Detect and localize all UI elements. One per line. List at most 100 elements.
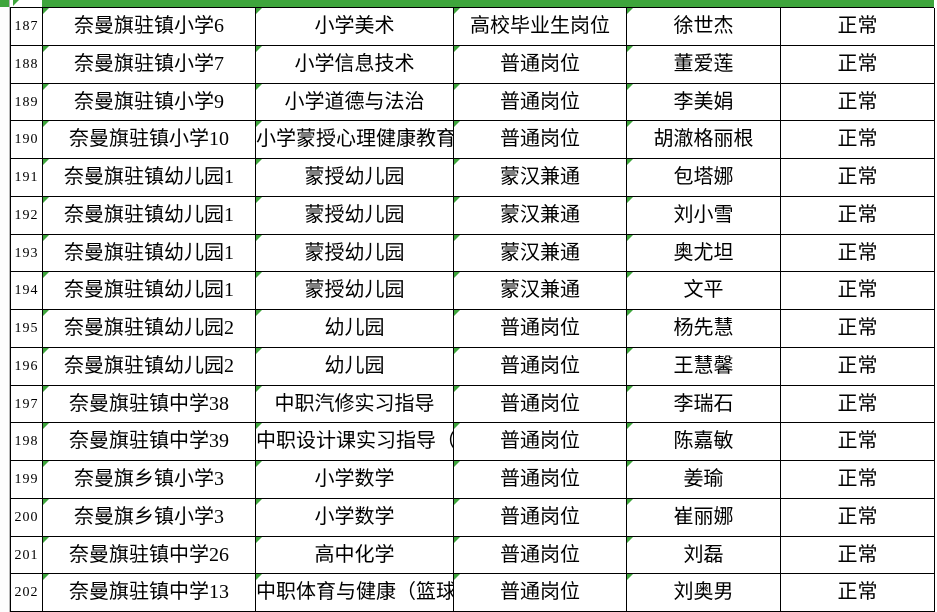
cell-subject[interactable]: 幼儿园 (256, 310, 454, 348)
cell-teacher-name[interactable]: 刘奥男 (627, 574, 781, 612)
cell-subject[interactable]: 幼儿园 (256, 347, 454, 386)
cell-school-name[interactable]: 奈曼旗驻镇小学7 (43, 45, 256, 84)
cell-subject[interactable]: 蒙授幼儿园 (256, 196, 454, 235)
cell-school-name[interactable]: 奈曼旗驻镇幼儿园1 (43, 159, 256, 197)
cell-row-number[interactable]: 190 (11, 121, 43, 159)
cell-status[interactable]: 正常 (781, 121, 935, 159)
cell-subject[interactable]: 中职设计课实习指导（产品设计） (256, 423, 454, 461)
cell-row-number[interactable]: 199 (11, 461, 43, 499)
cell-teacher-name[interactable]: 徐世杰 (627, 8, 781, 46)
cell-row-number[interactable]: 202 (11, 574, 43, 612)
cell-teacher-name[interactable]: 董爱莲 (627, 45, 781, 84)
cell-row-number[interactable]: 194 (11, 272, 43, 310)
error-indicator-icon (256, 347, 262, 354)
cell-subject[interactable]: 蒙授幼儿园 (256, 159, 454, 197)
cell-teacher-name[interactable]: 陈嘉敏 (627, 423, 781, 461)
cell-status[interactable]: 正常 (781, 159, 935, 197)
cell-row-number[interactable]: 197 (11, 385, 43, 424)
cell-school-name[interactable]: 奈曼旗驻镇幼儿园1 (43, 272, 256, 310)
cell-teacher-name[interactable]: 崔丽娜 (627, 498, 781, 537)
cell-status[interactable]: 正常 (781, 272, 935, 310)
cell-school-name[interactable]: 奈曼旗驻镇中学13 (43, 574, 256, 612)
cell-teacher-name[interactable]: 奥尤坦 (627, 234, 781, 273)
cell-school-name[interactable]: 奈曼旗驻镇中学26 (43, 536, 256, 575)
cell-status[interactable]: 正常 (781, 234, 935, 273)
cell-position-type[interactable]: 蒙汉兼通 (454, 159, 627, 197)
cell-row-number[interactable]: 200 (11, 498, 43, 537)
cell-row-number[interactable]: 189 (11, 83, 43, 122)
cell-teacher-name[interactable]: 姜瑜 (627, 461, 781, 499)
cell-position-type[interactable]: 普通岗位 (454, 574, 627, 612)
cell-teacher-name[interactable]: 胡澈格丽根 (627, 121, 781, 159)
cell-teacher-name[interactable]: 杨先慧 (627, 310, 781, 348)
cell-status[interactable]: 正常 (781, 83, 935, 122)
cell-row-number[interactable]: 195 (11, 310, 43, 348)
cell-school-name[interactable]: 奈曼旗驻镇幼儿园1 (43, 196, 256, 235)
cell-teacher-name[interactable]: 王慧馨 (627, 347, 781, 386)
cell-school-name[interactable]: 奈曼旗驻镇幼儿园1 (43, 234, 256, 273)
cell-school-name[interactable]: 奈曼旗驻镇小学9 (43, 83, 256, 122)
cell-subject[interactable]: 小学数学 (256, 498, 454, 537)
cell-row-number[interactable]: 201 (11, 536, 43, 575)
cell-position-type[interactable]: 蒙汉兼通 (454, 272, 627, 310)
cell-teacher-name[interactable]: 文平 (627, 272, 781, 310)
cell-teacher-name[interactable]: 刘磊 (627, 536, 781, 575)
cell-text: 正常 (837, 430, 878, 453)
cell-status[interactable]: 正常 (781, 8, 935, 46)
cell-subject[interactable]: 高中化学 (256, 536, 454, 575)
cell-school-name[interactable]: 奈曼旗驻镇幼儿园2 (43, 310, 256, 348)
cell-position-type[interactable]: 普通岗位 (454, 121, 627, 159)
cell-school-name[interactable]: 奈曼旗乡镇小学3 (43, 498, 256, 537)
cell-status[interactable]: 正常 (781, 347, 935, 386)
cell-position-type[interactable]: 普通岗位 (454, 461, 627, 499)
cell-school-name[interactable]: 奈曼旗驻镇中学39 (43, 423, 256, 461)
cell-subject[interactable]: 小学美术 (256, 8, 454, 46)
cell-position-type[interactable]: 蒙汉兼通 (454, 196, 627, 235)
cell-position-type[interactable]: 蒙汉兼通 (454, 234, 627, 273)
cell-status[interactable]: 正常 (781, 461, 935, 499)
cell-school-name[interactable]: 奈曼旗驻镇中学38 (43, 385, 256, 424)
cell-subject[interactable]: 蒙授幼儿园 (256, 272, 454, 310)
cell-school-name[interactable]: 奈曼旗乡镇小学3 (43, 461, 256, 499)
cell-status[interactable]: 正常 (781, 45, 935, 84)
cell-row-number[interactable]: 192 (11, 196, 43, 235)
cell-subject[interactable]: 小学数学 (256, 461, 454, 499)
cell-subject[interactable]: 小学蒙授心理健康教育 (256, 121, 454, 159)
cell-subject[interactable]: 小学信息技术 (256, 45, 454, 84)
cell-status[interactable]: 正常 (781, 196, 935, 235)
cell-status[interactable]: 正常 (781, 536, 935, 575)
error-indicator-icon (627, 347, 633, 354)
cell-school-name[interactable]: 奈曼旗驻镇小学10 (43, 121, 256, 159)
cell-row-number[interactable]: 198 (11, 423, 43, 461)
cell-teacher-name[interactable]: 刘小雪 (627, 196, 781, 235)
cell-position-type[interactable]: 普通岗位 (454, 536, 627, 575)
cell-status[interactable]: 正常 (781, 310, 935, 348)
cell-position-type[interactable]: 高校毕业生岗位 (454, 8, 627, 46)
cell-row-number[interactable]: 196 (11, 347, 43, 386)
cell-row-number[interactable]: 193 (11, 234, 43, 273)
cell-teacher-name[interactable]: 包塔娜 (627, 159, 781, 197)
cell-position-type[interactable]: 普通岗位 (454, 385, 627, 424)
cell-school-name[interactable]: 奈曼旗驻镇小学6 (43, 8, 256, 46)
cell-row-number[interactable]: 191 (11, 159, 43, 197)
cell-status[interactable]: 正常 (781, 423, 935, 461)
cell-subject[interactable]: 中职汽修实习指导 (256, 385, 454, 424)
cell-teacher-name[interactable]: 李美娟 (627, 83, 781, 122)
cell-position-type[interactable]: 普通岗位 (454, 347, 627, 386)
cell-position-type[interactable]: 普通岗位 (454, 83, 627, 122)
cell-subject[interactable]: 小学道德与法治 (256, 83, 454, 122)
cell-subject[interactable]: 中职体育与健康（篮球方向） (256, 574, 454, 612)
cell-row-number[interactable]: 187 (11, 8, 43, 46)
cell-teacher-name[interactable]: 李瑞石 (627, 385, 781, 424)
cell-position-type[interactable]: 普通岗位 (454, 310, 627, 348)
cell-status[interactable]: 正常 (781, 498, 935, 537)
cell-position-type[interactable]: 普通岗位 (454, 45, 627, 84)
cell-position-type[interactable]: 普通岗位 (454, 498, 627, 537)
cell-status[interactable]: 正常 (781, 385, 935, 424)
cell-text: 198 (14, 434, 39, 450)
cell-row-number[interactable]: 188 (11, 45, 43, 84)
cell-status[interactable]: 正常 (781, 574, 935, 612)
cell-school-name[interactable]: 奈曼旗驻镇幼儿园2 (43, 347, 256, 386)
cell-position-type[interactable]: 普通岗位 (454, 423, 627, 461)
cell-subject[interactable]: 蒙授幼儿园 (256, 234, 454, 273)
